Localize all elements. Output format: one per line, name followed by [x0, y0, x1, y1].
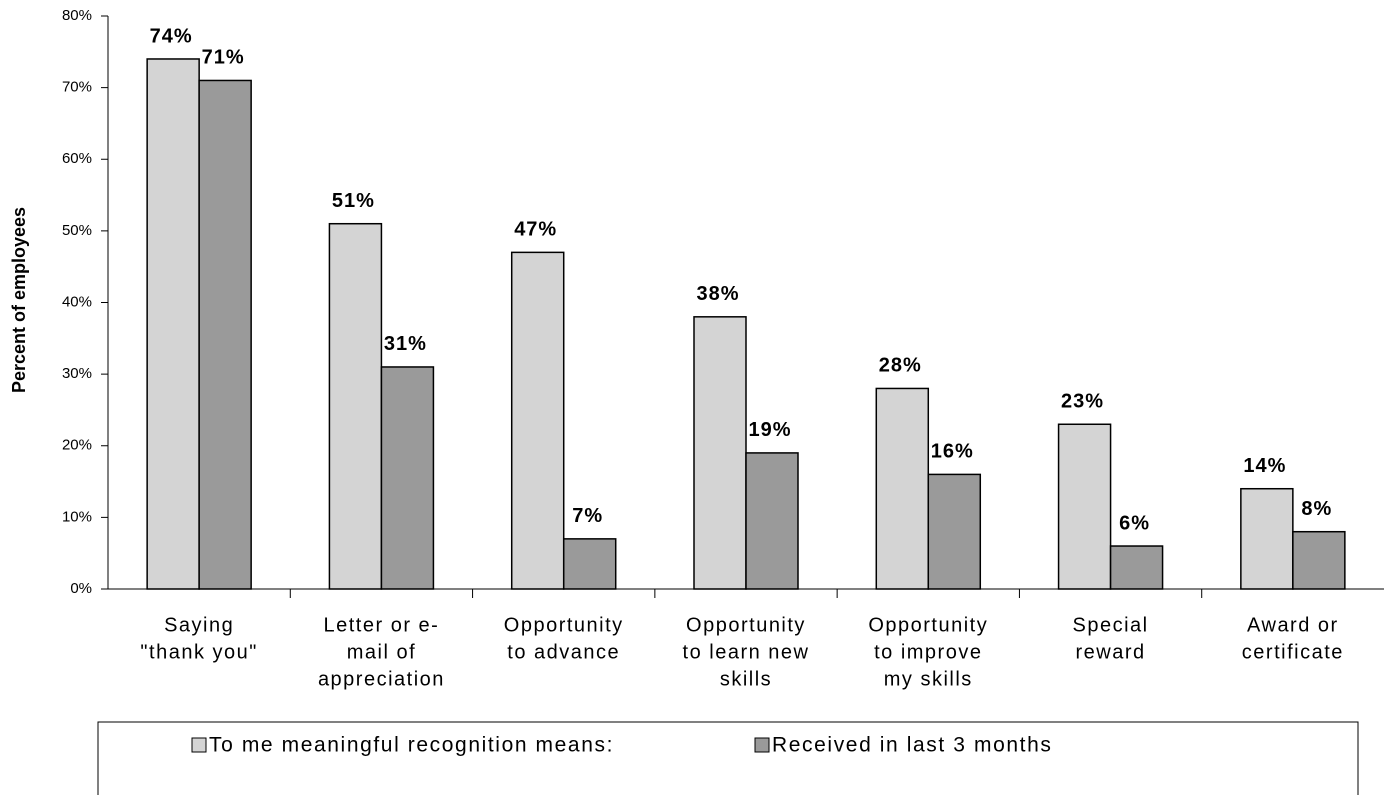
value-label: 74%	[150, 25, 193, 47]
y-tick-label: 30%	[62, 365, 92, 382]
bar	[927, 473, 982, 590]
bar	[875, 387, 930, 590]
x-tick-label: certificate	[1242, 641, 1344, 663]
value-label: 23%	[1061, 391, 1104, 413]
x-tick-label: to improve	[874, 641, 982, 663]
y-tick-label: 10%	[62, 508, 92, 525]
x-tick-label: mail of	[347, 641, 416, 663]
x-tick-label: appreciation	[318, 668, 445, 690]
bar	[745, 452, 799, 590]
y-tick-label: 70%	[62, 79, 92, 96]
x-tick-label: to advance	[507, 641, 620, 663]
value-label: 51%	[332, 190, 375, 212]
y-tick-label: 80%	[62, 7, 92, 24]
value-label: 31%	[384, 333, 427, 355]
value-label: 71%	[202, 47, 245, 69]
value-label: 14%	[1243, 455, 1286, 477]
x-tick-label: Opportunity	[868, 614, 988, 636]
x-tick-label: Special	[1073, 614, 1149, 636]
x-tick-label: reward	[1076, 641, 1146, 663]
bar	[198, 79, 252, 590]
x-tick-label: Letter or e-	[324, 614, 440, 636]
bar	[328, 222, 383, 590]
value-label: 38%	[696, 283, 739, 305]
value-label: 8%	[1301, 498, 1332, 520]
bar	[1240, 487, 1294, 590]
x-tick-label: skills	[720, 668, 772, 690]
y-tick-label: 0%	[70, 580, 92, 597]
legend-box	[97, 721, 1359, 795]
x-tick-label: Opportunity	[686, 614, 806, 636]
bar	[146, 58, 200, 590]
x-tick-label: Award or	[1247, 614, 1339, 636]
legend-label: To me meaningful recognition means:	[209, 734, 614, 757]
legend-swatch	[754, 737, 770, 753]
x-tick-label: "thank you"	[140, 641, 257, 663]
value-label: 7%	[572, 505, 603, 527]
value-label: 19%	[748, 419, 791, 441]
x-tick-label: Saying	[164, 614, 234, 636]
y-tick-label: 50%	[62, 222, 92, 239]
bar	[380, 366, 435, 590]
value-label: 6%	[1119, 512, 1150, 534]
legend-label: Received in last 3 months	[772, 734, 1052, 757]
x-tick-label: Opportunity	[504, 614, 624, 636]
bar	[1057, 423, 1112, 590]
y-tick-label: 40%	[62, 293, 92, 310]
x-tick-label: my skills	[884, 668, 973, 690]
y-tick-label: 20%	[62, 437, 92, 454]
bar	[562, 538, 617, 590]
bar	[1109, 545, 1164, 590]
y-axis-label: Percent of employees	[9, 207, 29, 393]
value-label: 16%	[931, 441, 974, 463]
legend-swatch	[191, 737, 207, 753]
bar	[1292, 530, 1346, 590]
value-label: 47%	[514, 219, 557, 241]
x-tick-label: to learn new	[683, 641, 810, 663]
value-label: 28%	[879, 355, 922, 377]
y-tick-label: 60%	[62, 150, 92, 167]
bar	[510, 251, 565, 590]
bar	[693, 316, 747, 590]
